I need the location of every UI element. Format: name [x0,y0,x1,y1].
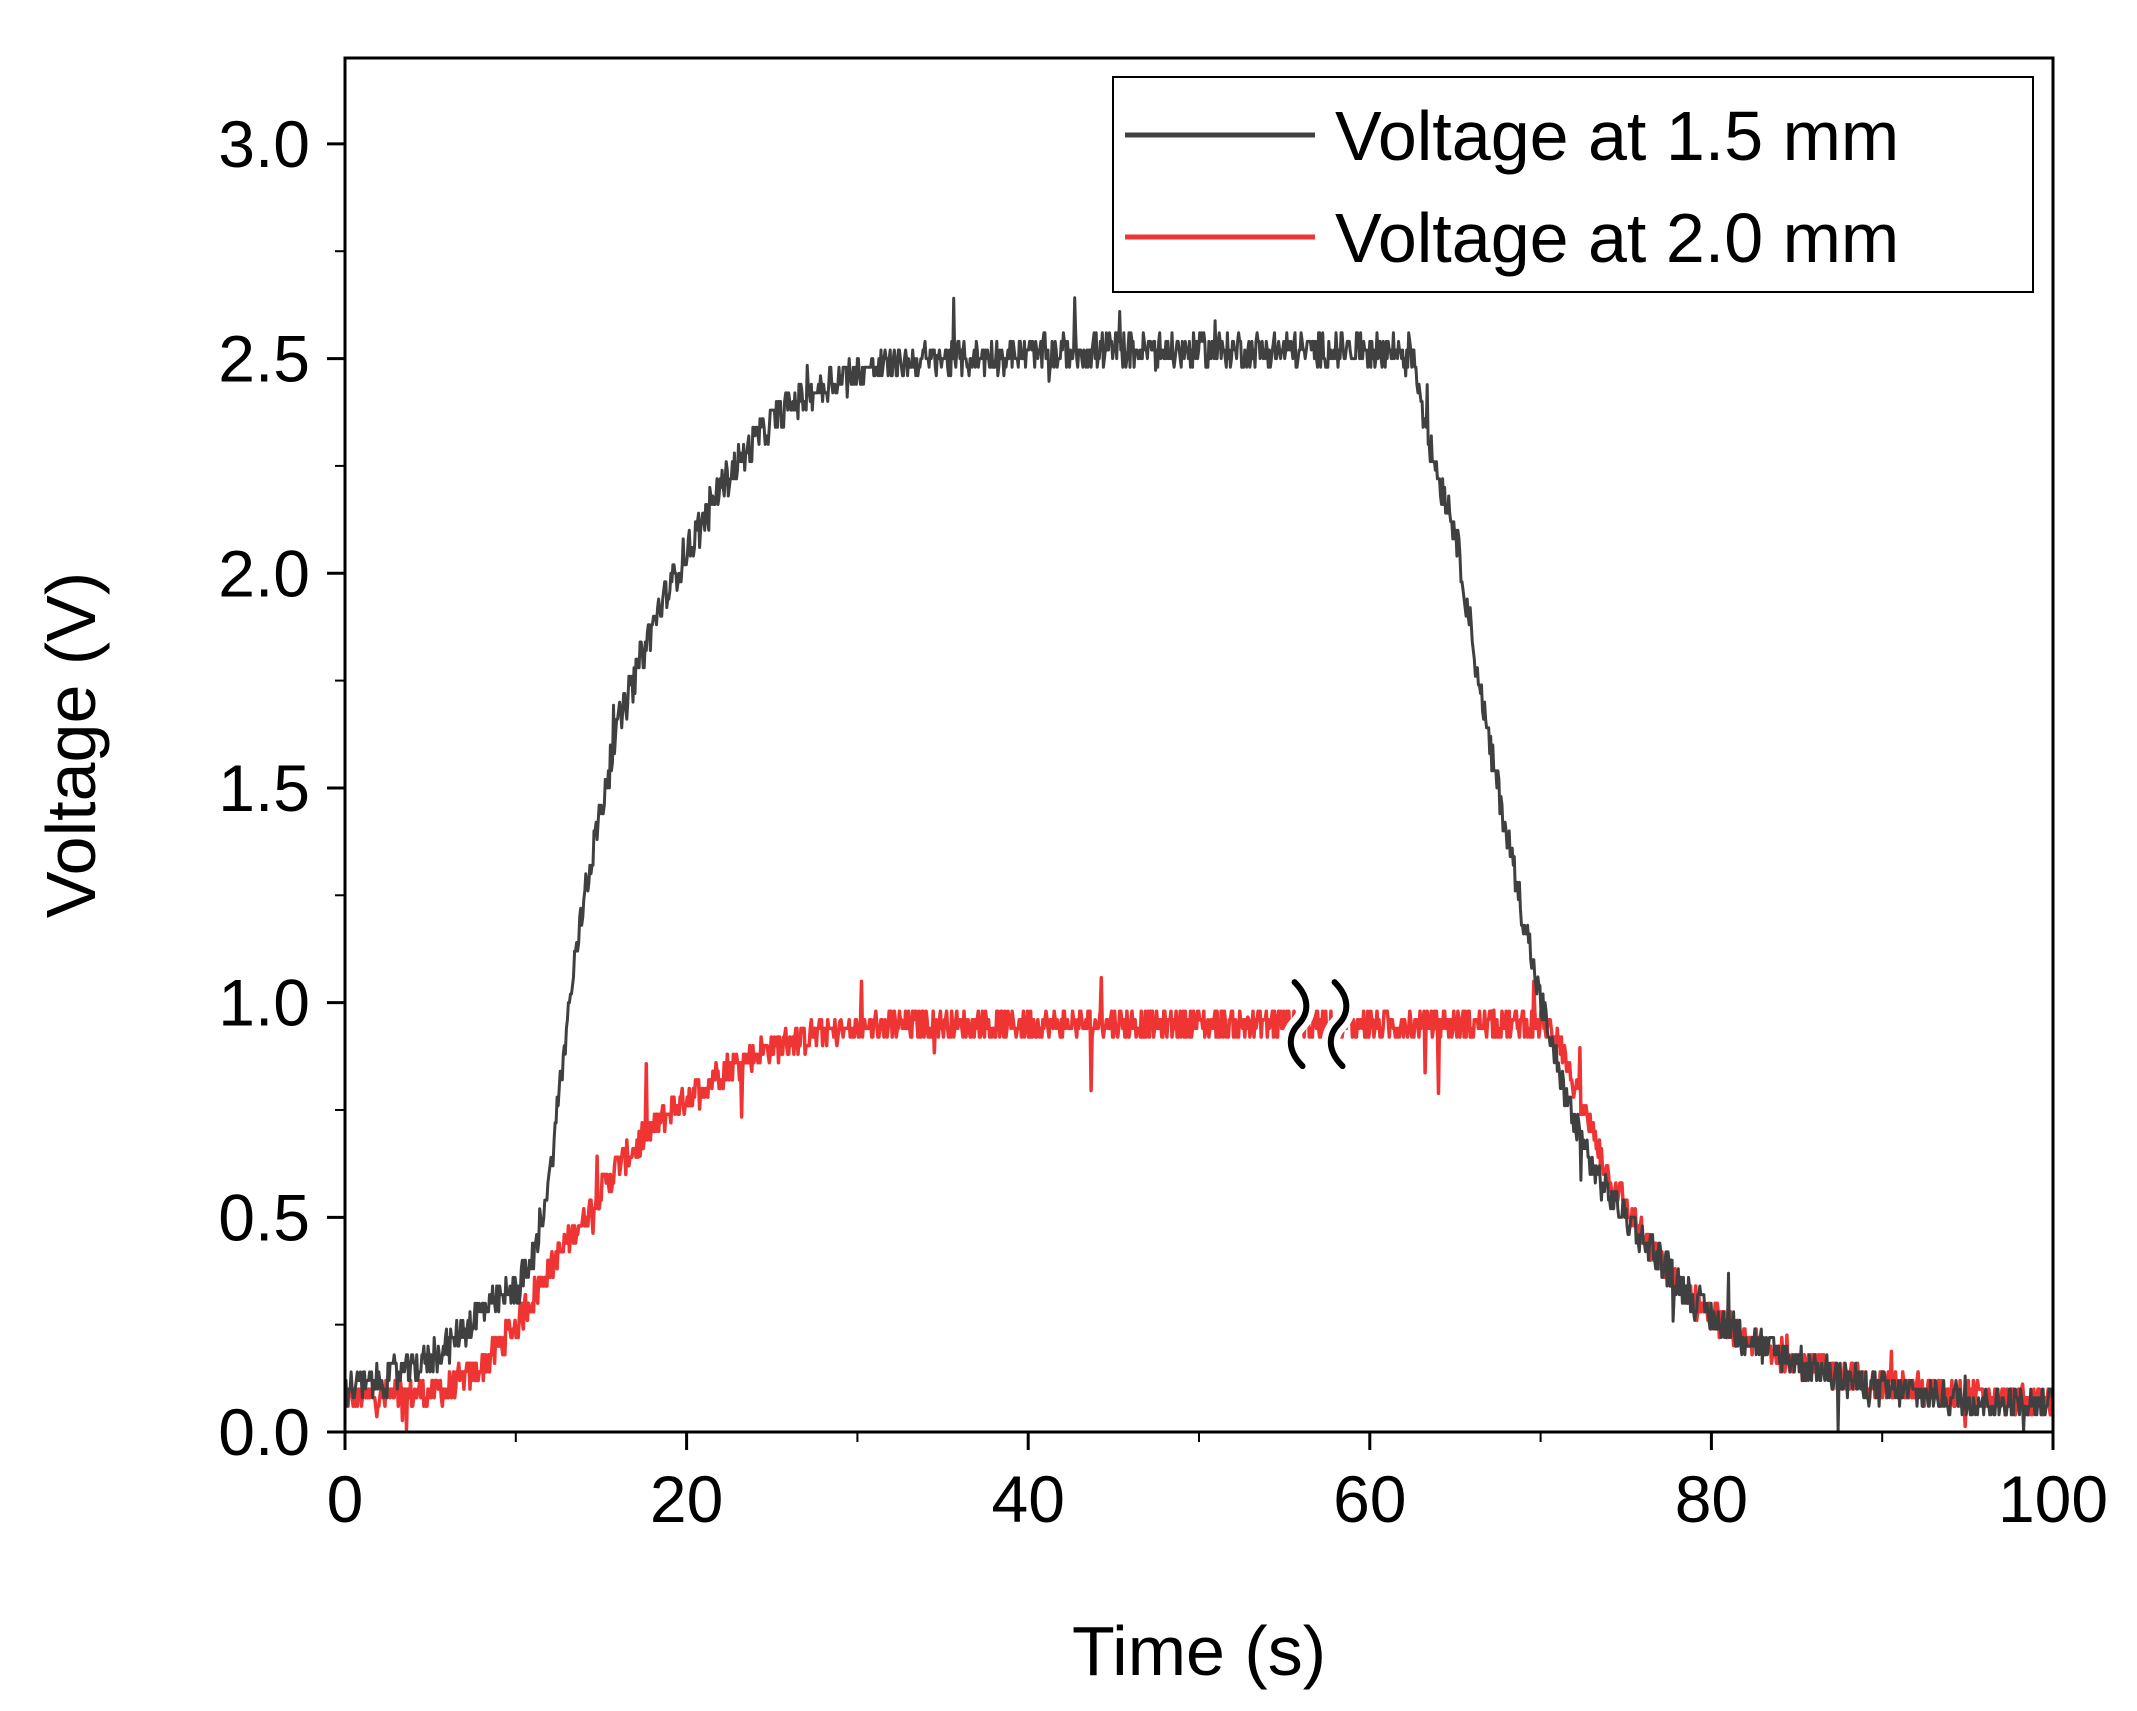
axis-ticks: 0 20 40 60 80 100 0.0 0.5 1.0 1.5 2.0 2.5 3.0 [218,107,2108,1536]
x-tick-label: 100 [1998,1462,2108,1536]
series-layer [345,296,2053,1432]
x-axis-title: Time (s) [1072,1612,1326,1690]
x-tick-label: 60 [1333,1462,1406,1536]
y-tick-label: 2.5 [218,322,310,396]
x-tick-label: 40 [991,1462,1064,1536]
legend-label-2: Voltage at 2.0 mm [1335,199,1899,277]
y-tick-label: 0.0 [218,1395,310,1469]
legend-box [1112,76,2034,293]
x-tick-label: 80 [1675,1462,1748,1536]
x-tick-label: 20 [650,1462,723,1536]
axis-break-mark [1287,979,1310,1070]
y-tick-label: 1.5 [218,751,310,825]
annotation-layer [1281,975,1356,1073]
y-tick-label: 2.0 [218,536,310,610]
legend-label-1: Voltage at 1.5 mm [1335,97,1899,175]
y-axis-title: Voltage (V) [32,572,110,918]
y-tick-label: 0.5 [218,1180,310,1254]
y-tick-label: 1.0 [218,966,310,1040]
axis-break-mark [1327,979,1350,1070]
y-tick-label: 3.0 [218,107,310,181]
series-line-1 [345,296,2053,1432]
x-tick-label: 0 [327,1462,364,1536]
legend: Voltage at 1.5 mm Voltage at 2.0 mm [1112,76,2034,293]
